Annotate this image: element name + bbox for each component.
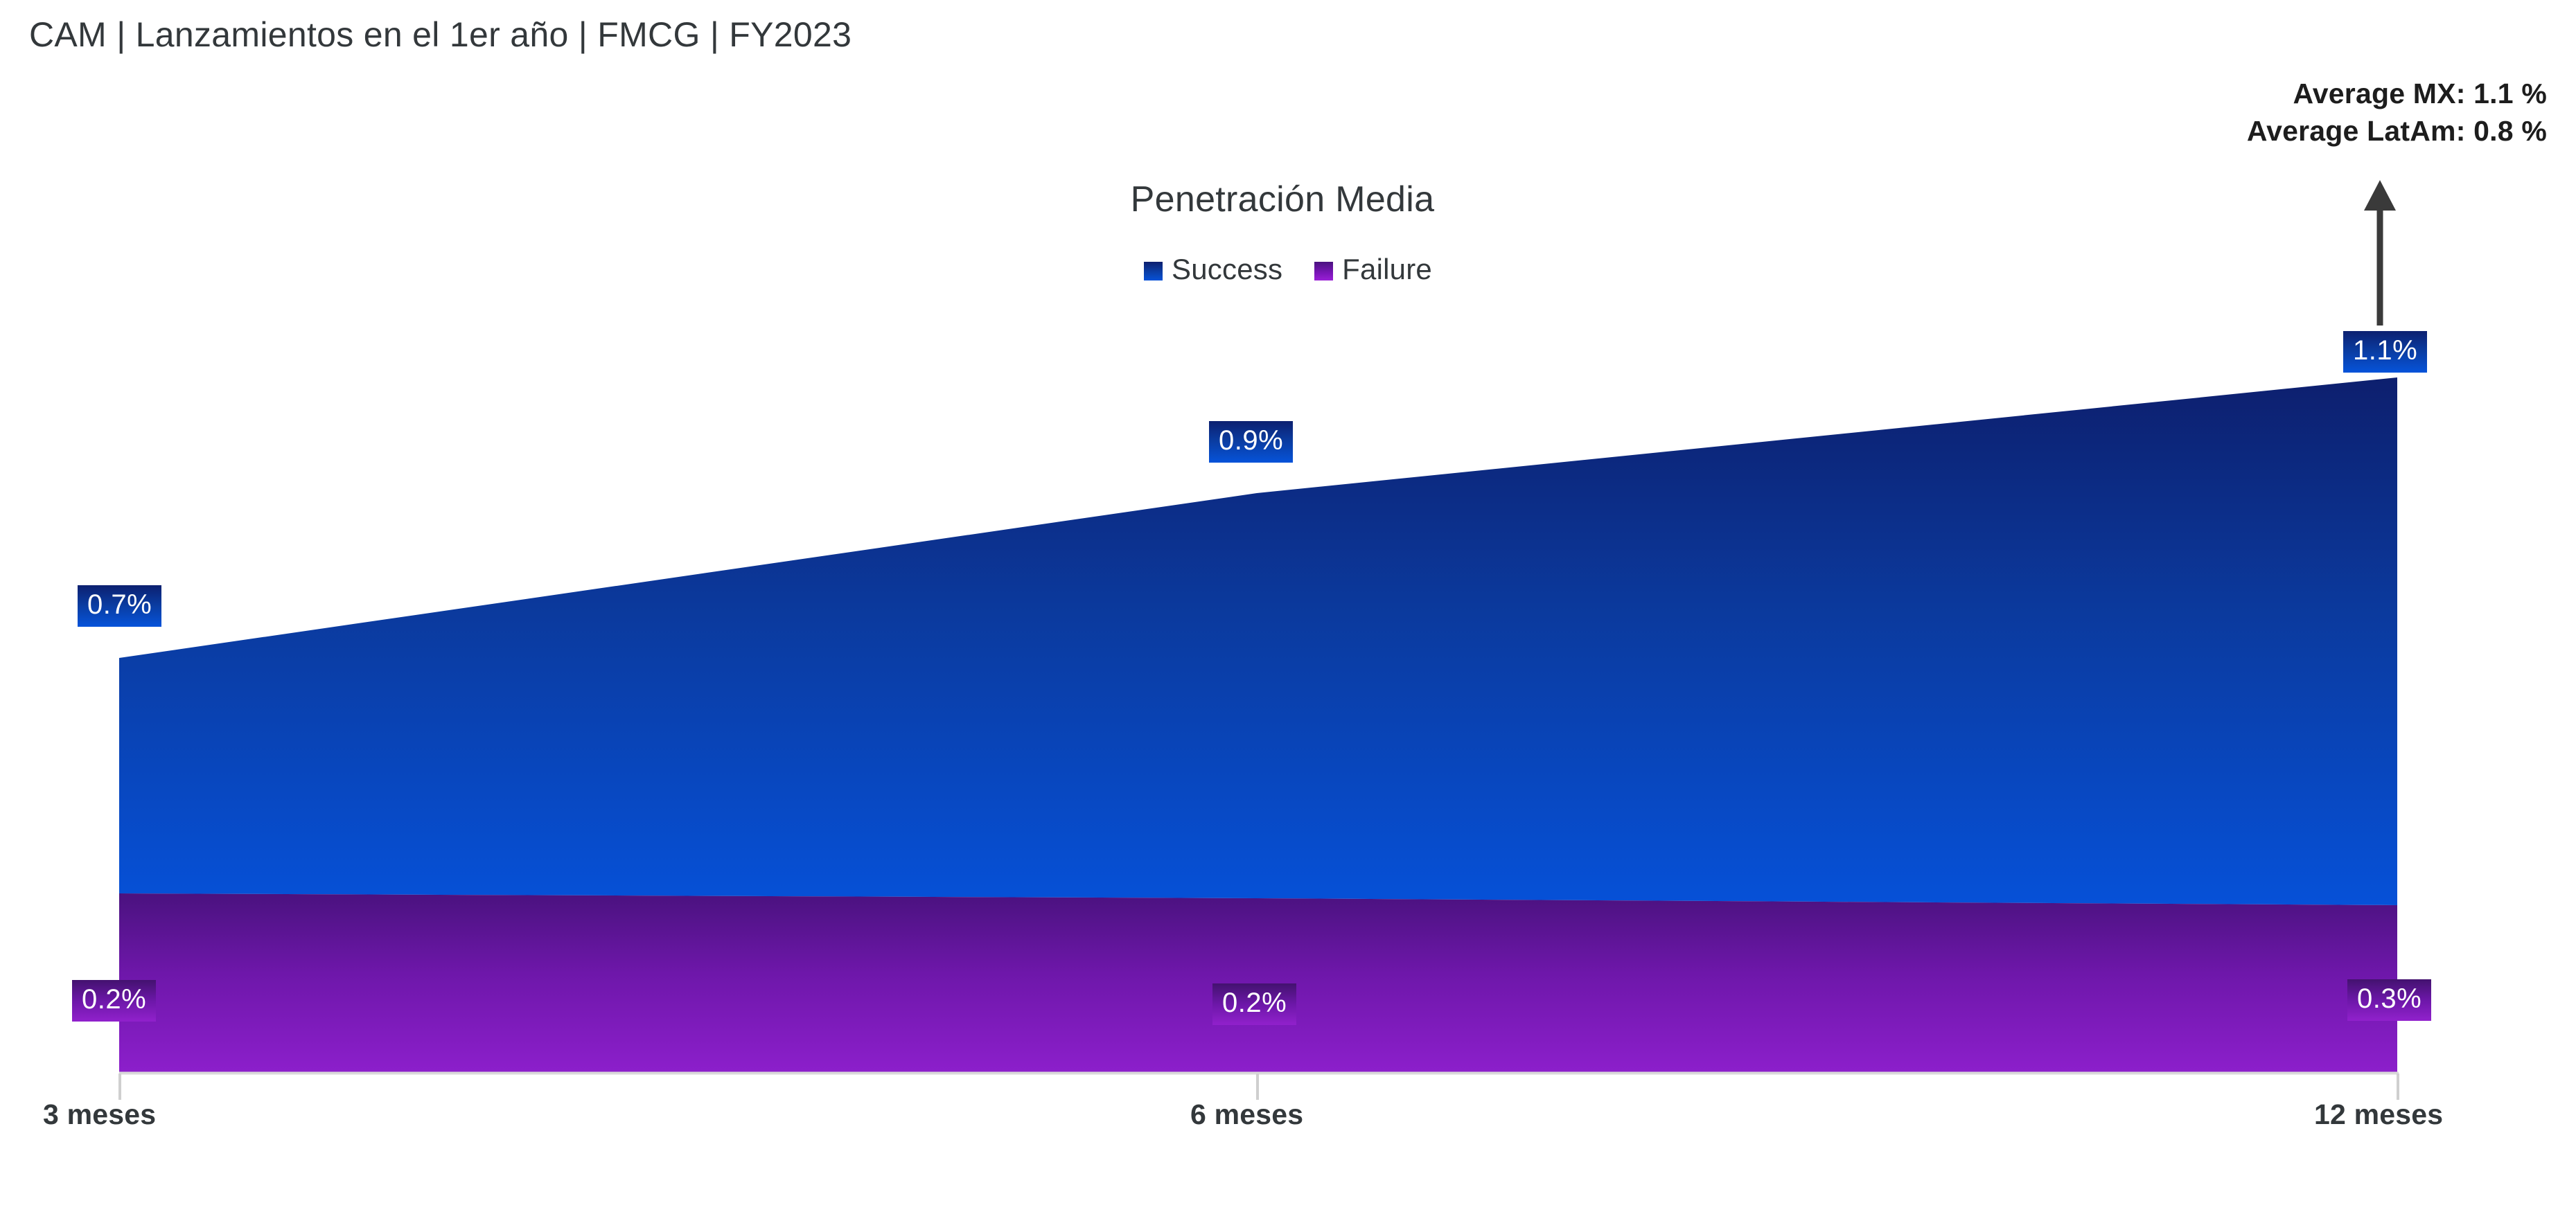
data-label-failure-12-meses: 0.3% [2347,979,2432,1021]
legend-swatch-failure-icon [1314,261,1334,280]
x-axis-label-3-meses: 3 meses [43,1098,157,1130]
x-axis-label-6-meses: 6 meses [1190,1098,1304,1130]
data-label-success-12-meses: 1.1% [2343,331,2428,373]
legend-swatch-success-icon [1144,261,1163,280]
average-mx-callout: Average MX: 1.1 % [2293,78,2547,109]
data-label-failure-3-meses: 0.2% [72,980,157,1022]
data-label-failure-6-meses: 0.2% [1212,983,1297,1025]
area-series-success [119,377,2397,905]
data-label-success-6-meses: 0.9% [1209,421,1294,463]
chart-title: Penetración Media [0,179,2576,220]
legend-label-failure: Failure [1342,253,1432,285]
page-title: CAM | Lanzamientos en el 1er año | FMCG … [29,15,852,54]
chart-legend: Success Failure [0,253,2576,286]
legend-item-success[interactable]: Success [1144,253,1282,286]
legend-item-failure[interactable]: Failure [1314,253,1432,286]
chart-title-text: Penetración Media [1130,179,1435,220]
average-latam-callout: Average LatAm: 0.8 % [2246,115,2547,148]
x-axis-label-12-meses: 12 meses [2314,1098,2444,1130]
data-label-success-3-meses: 0.7% [78,585,162,627]
area-series-failure [119,893,2397,1072]
legend-label-success: Success [1172,253,1283,285]
average-callout-block: Average MX: 1.1 % Average LatAm: 0.8 % [2247,75,2547,150]
up-arrow-icon [2364,180,2396,326]
